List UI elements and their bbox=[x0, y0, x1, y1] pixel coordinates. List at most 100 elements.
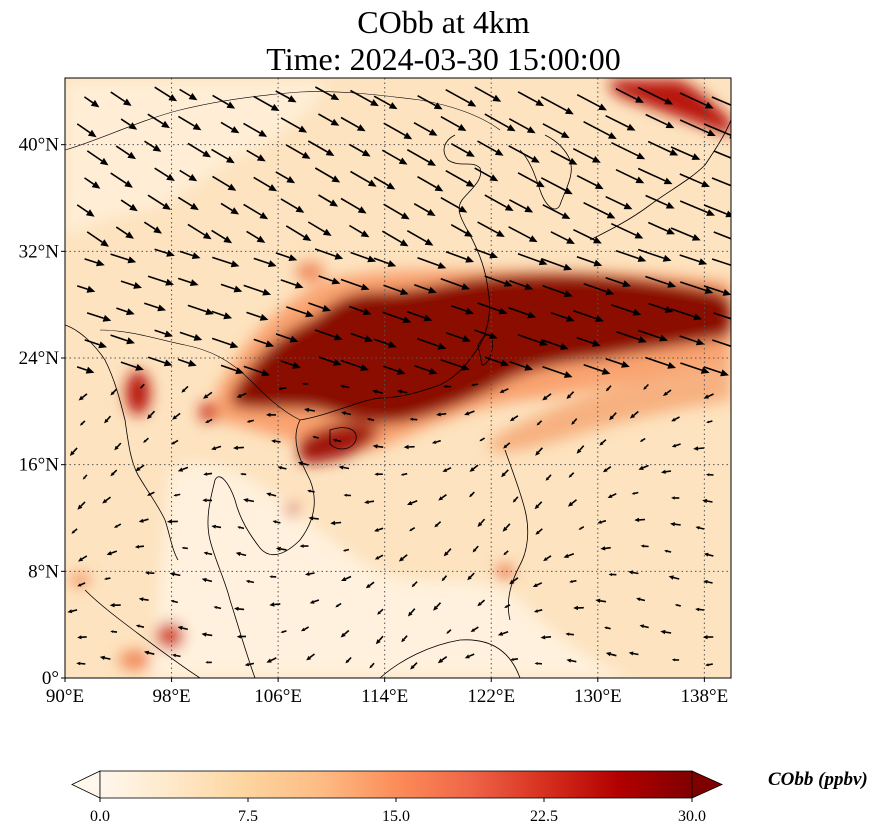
wind-arrow bbox=[120, 280, 142, 289]
wind-arrow bbox=[275, 252, 298, 261]
wind-arrow bbox=[383, 203, 410, 220]
wind-arrow bbox=[583, 120, 617, 139]
wind-arrow bbox=[266, 412, 276, 417]
wind-arrow bbox=[187, 223, 212, 240]
wind-arrow bbox=[645, 356, 676, 369]
wind-arrow bbox=[110, 469, 118, 477]
wind-arrow bbox=[615, 249, 647, 262]
wind-arrow bbox=[205, 661, 212, 664]
wind-arrow bbox=[497, 631, 509, 636]
wind-arrow bbox=[639, 437, 646, 442]
wind-arrow bbox=[275, 171, 296, 184]
wind-arrow bbox=[280, 360, 301, 369]
wind-arrow bbox=[631, 491, 639, 495]
wind-arrow bbox=[569, 579, 577, 583]
wind-arrow bbox=[369, 662, 375, 669]
wind-arrow bbox=[411, 581, 418, 588]
wind-arrow bbox=[565, 632, 574, 636]
wind-arrow bbox=[610, 222, 644, 239]
wind-arrow bbox=[541, 258, 573, 271]
wind-arrow bbox=[536, 420, 543, 426]
wind-arrow bbox=[671, 443, 681, 448]
wind-arrow bbox=[312, 435, 319, 439]
wind-arrow bbox=[383, 284, 409, 295]
plume-west-spot-2 bbox=[200, 402, 216, 422]
wind-arrow bbox=[440, 277, 471, 290]
wind-arrow bbox=[467, 572, 475, 581]
wind-arrow bbox=[213, 606, 222, 610]
wind-arrow bbox=[203, 391, 213, 399]
wind-arrow bbox=[605, 114, 636, 131]
wind-arrow bbox=[332, 438, 342, 443]
wind-arrow bbox=[86, 312, 112, 322]
wind-arrow bbox=[340, 116, 366, 132]
wind-arrow bbox=[306, 653, 315, 661]
wind-arrow bbox=[212, 94, 236, 109]
wind-arrow bbox=[372, 444, 384, 449]
wind-arrow bbox=[211, 524, 222, 529]
wind-arrow bbox=[503, 550, 509, 556]
wind-arrow bbox=[272, 520, 281, 524]
wind-arrow bbox=[629, 410, 639, 419]
wind-arrow bbox=[350, 89, 379, 107]
wind-arrow bbox=[172, 653, 181, 658]
wind-arrow bbox=[243, 365, 270, 377]
wind-arrow bbox=[203, 551, 213, 556]
wind-arrow bbox=[695, 607, 705, 612]
wind-arrow bbox=[535, 528, 543, 535]
wind-arrow bbox=[140, 383, 145, 389]
wind-arrow bbox=[615, 168, 645, 184]
colorbar: 0.0 7.5 15.0 22.5 30.0 bbox=[71, 770, 723, 825]
wind-arrow bbox=[638, 329, 668, 342]
longitude-ticks: 90°E 98°E 106°E 114°E 122°E 130°E 138°E bbox=[46, 678, 728, 707]
lon-tick-label-5: 130°E bbox=[574, 686, 622, 707]
wind-arrow bbox=[437, 656, 448, 664]
wind-arrow bbox=[628, 651, 639, 656]
wind-arrow bbox=[383, 365, 406, 375]
wind-arrow bbox=[365, 581, 375, 589]
wind-arrow bbox=[269, 575, 277, 579]
wind-arrow bbox=[138, 597, 149, 602]
wind-arrow bbox=[314, 167, 341, 183]
wind-arrow bbox=[243, 122, 268, 137]
wind-arrow bbox=[76, 366, 95, 374]
wind-arrow bbox=[713, 150, 731, 159]
wind-arrow bbox=[510, 657, 519, 661]
wind-arrow bbox=[434, 521, 442, 528]
wind-arrow bbox=[545, 474, 552, 481]
wind-arrow bbox=[703, 393, 714, 399]
wind-arrow bbox=[309, 599, 320, 604]
wind-arrow bbox=[220, 283, 243, 293]
wind-arrow bbox=[639, 624, 649, 629]
wind-arrow bbox=[576, 445, 585, 454]
wind-arrow bbox=[374, 472, 383, 476]
wind-arrow bbox=[115, 145, 136, 160]
wind-arrow bbox=[335, 602, 342, 608]
wind-arrow bbox=[144, 140, 162, 152]
wind-arrow bbox=[566, 658, 577, 663]
wind-arrow bbox=[509, 280, 534, 290]
wind-arrow bbox=[477, 518, 486, 527]
wind-arrow bbox=[410, 662, 418, 670]
wind-arrow bbox=[307, 221, 332, 236]
wind-arrow bbox=[147, 113, 170, 129]
wind-arrow bbox=[381, 230, 409, 247]
wind-arrow bbox=[315, 86, 340, 101]
wind-arrow bbox=[474, 329, 498, 339]
wind-arrow bbox=[271, 439, 281, 444]
title-line2: Time: 2024-03-30 15:00:00 bbox=[266, 41, 621, 77]
wind-arrow bbox=[605, 195, 633, 210]
pale-region-northwest bbox=[65, 80, 330, 240]
wind-arrow bbox=[79, 420, 86, 426]
wind-arrow bbox=[253, 338, 275, 348]
wind-arrow bbox=[106, 550, 118, 556]
wind-arrow bbox=[300, 626, 309, 632]
wind-arrow bbox=[71, 528, 78, 534]
wind-arrow bbox=[605, 385, 612, 392]
wind-arrow bbox=[413, 122, 438, 136]
wind-arrow bbox=[269, 602, 281, 607]
coast-korea bbox=[519, 134, 572, 210]
colorbar-tick-label-1: 7.5 bbox=[238, 808, 258, 825]
wind-arrow bbox=[477, 221, 505, 237]
wind-arrow bbox=[116, 307, 135, 316]
